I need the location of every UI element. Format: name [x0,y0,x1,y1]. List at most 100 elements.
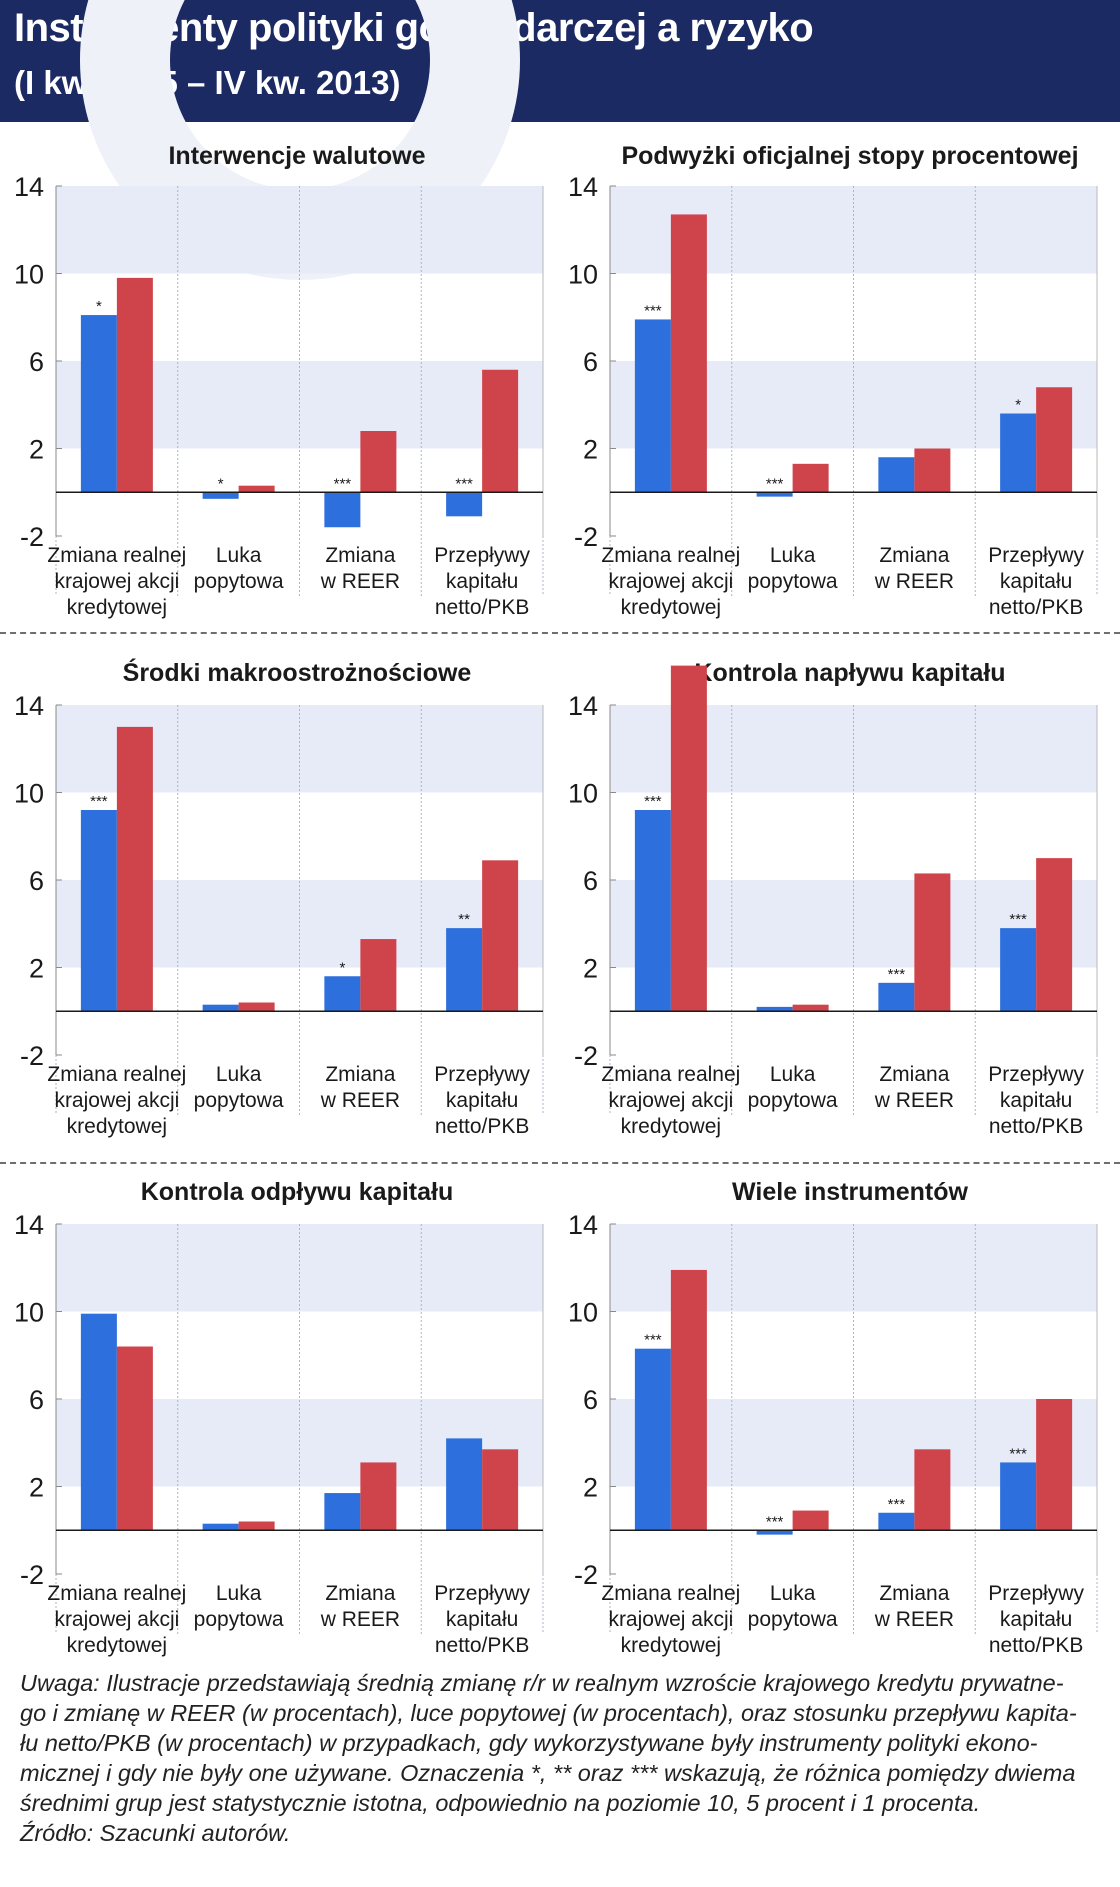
note-line-3: łu netto/PKB (w procentach) w przypadkac… [20,1730,1038,1756]
significance-label: * [218,475,224,492]
significance-label: *** [766,475,784,492]
bar-series-1 [878,982,915,1012]
bar-series-1 [324,976,361,1012]
x-tick-label: kapitału [446,1608,518,1631]
x-tick-label: w REER [320,1608,400,1631]
x-tick-label: Luka [770,1063,816,1086]
significance-label: *** [90,793,108,810]
chart-panel-2: 14 10 6 2 -2 Podwyżki oficjalnej stopy procen… [568,142,1098,619]
y-tick-label: -2 [574,522,598,552]
bar-series-2 [116,1346,153,1531]
footnote: Uwaga: Ilustracje przedstawiają średnią … [20,1668,1105,1848]
significance-label: *** [644,1332,662,1349]
x-tick-label: Przepływy [434,1063,530,1086]
x-tick-label: kredytowej [621,1115,721,1138]
x-tick-label: netto/PKB [435,596,530,619]
y-tick-label: 10 [568,779,598,809]
bar-series-1 [878,457,915,493]
bar-series-1 [634,810,671,1012]
y-tick-label: -2 [20,522,44,552]
x-tick-label: kredytowej [67,1634,167,1657]
significance-label: * [96,298,102,315]
bar-series-2 [116,277,153,493]
y-tick-label: 2 [583,954,598,984]
bar-series-1 [634,1348,671,1531]
divider-2 [0,1162,1120,1164]
y-tick-label: 10 [568,260,598,290]
x-tick-label: Zmiana [325,544,395,567]
x-tick-label: Zmiana realnej [47,544,186,567]
note-source: Źródło: Szacunki autorów. [20,1820,291,1846]
significance-label: *** [455,475,473,492]
x-tick-label: netto/PKB [989,596,1084,619]
y-tick-label: 2 [583,1473,598,1503]
x-tick-label: netto/PKB [989,1115,1084,1138]
page-subtitle: (I kw. 2005 – IV kw. 2013) [14,64,401,101]
significance-label: *** [888,1496,906,1513]
x-tick-label: w REER [874,1089,954,1112]
x-tick-label: krajowej akcji [608,570,733,593]
y-tick-label: 14 [14,1210,44,1240]
bar-series-1 [202,492,239,499]
note-line-2: go i zmianę w REER (w procentach), luce … [20,1700,1077,1726]
y-tick-label: 10 [14,1298,44,1328]
bar-series-2 [1036,1399,1073,1531]
x-tick-label: Zmiana [325,1063,395,1086]
y-tick-label: 2 [29,435,44,465]
bar-series-2 [1036,858,1073,1012]
x-tick-label: kapitału [1000,570,1072,593]
x-tick-label: kapitału [1000,1089,1072,1112]
chart-title: Wiele instrumentów [732,1178,968,1206]
y-tick-label: 6 [29,1385,44,1415]
y-tick-label: 6 [29,866,44,896]
y-tick-label: -2 [574,1560,598,1590]
bar-series-2 [792,1004,829,1012]
x-tick-label: popytowa [194,570,284,593]
x-tick-label: popytowa [748,1608,838,1631]
bar-series-2 [792,463,829,493]
bar-series-2 [238,1521,275,1531]
bar-series-1 [446,1438,483,1531]
x-tick-label: Przepływy [434,1582,530,1605]
y-tick-label: -2 [20,1560,44,1590]
y-tick-label: 6 [583,1385,598,1415]
bar-series-1 [1000,928,1037,1012]
x-tick-label: netto/PKB [989,1634,1084,1657]
charts-area: 14 10 6 2 -2 Interwencje walutowe * Zmiana real… [14,142,1098,1657]
chart-panel-5: 14 10 6 2 -2 Kontrola odpływu kapitału Zmiana … [14,1178,544,1657]
y-tick-label: 2 [29,1473,44,1503]
significance-label: *** [888,966,906,983]
y-tick-label: 14 [14,691,44,721]
y-tick-label: 2 [583,435,598,465]
significance-label: *** [766,1513,784,1530]
bar-series-1 [446,928,483,1012]
bar-series-1 [446,492,483,517]
y-tick-label: -2 [20,1041,44,1071]
x-tick-label: Luka [216,1063,262,1086]
note-line-4: micznej i gdy nie były one używane. Ozna… [20,1760,1076,1786]
significance-label: *** [1009,1445,1027,1462]
x-tick-label: kapitału [446,1089,518,1112]
x-tick-label: Przepływy [988,1582,1084,1605]
x-tick-label: w REER [874,570,954,593]
bar-series-1 [202,1004,239,1012]
bar-series-1 [80,1313,117,1531]
x-tick-label: Zmiana realnej [601,544,740,567]
y-tick-label: 6 [29,347,44,377]
bar-series-2 [360,939,397,1012]
bar-series-2 [914,448,951,493]
y-tick-label: 6 [583,347,598,377]
x-tick-label: Luka [770,1582,816,1605]
bar-series-2 [670,665,707,1012]
y-tick-label: 10 [14,260,44,290]
bar-series-2 [914,1449,951,1531]
note-line-1: Uwaga: Ilustracje przedstawiają średnią … [20,1670,1064,1696]
bar-series-1 [878,1512,915,1531]
x-tick-label: Zmiana [879,544,949,567]
y-tick-label: 10 [568,1298,598,1328]
y-tick-label: 14 [14,172,44,202]
chart-title: Podwyżki oficjalnej stopy procentowej [621,142,1078,170]
bar-series-2 [482,1449,519,1531]
x-tick-label: Luka [216,1582,262,1605]
x-tick-label: Zmiana [879,1582,949,1605]
